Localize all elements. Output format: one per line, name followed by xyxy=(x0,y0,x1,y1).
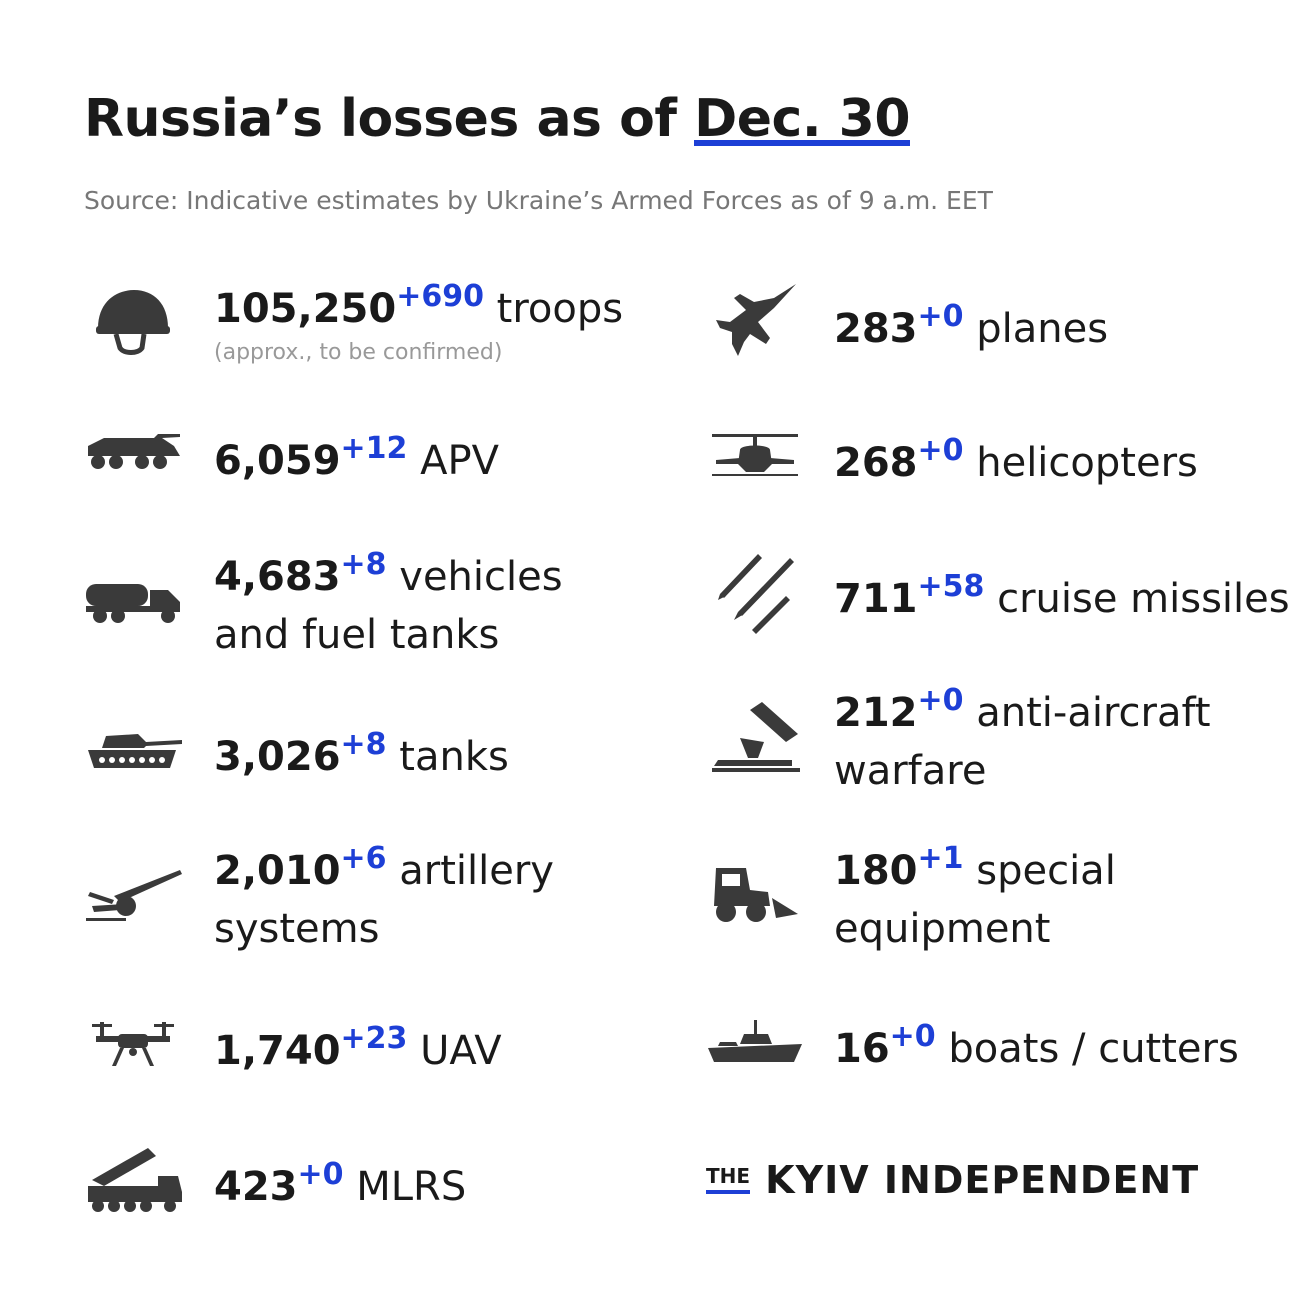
stat-delta: +23 xyxy=(340,1020,408,1056)
mlrs-icon xyxy=(84,1146,184,1216)
title-date: Dec. 30 xyxy=(694,89,911,149)
stat-delta: +0 xyxy=(917,298,964,334)
page-title: Russia’s losses as of Dec. 30 xyxy=(84,88,911,150)
stat-special-equipment-line2: equipment xyxy=(834,906,1051,952)
brand-the: THE xyxy=(706,1164,751,1194)
warship-icon xyxy=(706,1018,804,1066)
stat-troops: 105,250+690 troops xyxy=(214,280,623,338)
stat-delta: +12 xyxy=(340,430,408,466)
stat-delta: +58 xyxy=(917,568,985,604)
stat-apv: 6,059+12 APV xyxy=(214,432,499,490)
stat-helicopters: 268+0 helicopters xyxy=(834,434,1198,492)
stat-label: tanks xyxy=(399,734,509,780)
stat-value: 180 xyxy=(834,848,918,894)
stat-delta: +0 xyxy=(297,1156,344,1192)
jet-icon xyxy=(714,282,798,362)
stat-value: 711 xyxy=(834,576,918,622)
stat-label: artillery xyxy=(399,848,554,894)
stat-planes: 283+0 planes xyxy=(834,300,1108,358)
stat-artillery: 2,010+6 artillery xyxy=(214,842,554,900)
stat-value: 3,026 xyxy=(214,734,341,780)
stat-delta: +0 xyxy=(889,1018,936,1054)
stat-value: 423 xyxy=(214,1164,298,1210)
stat-label: cruise missiles xyxy=(997,576,1290,622)
stat-label: helicopters xyxy=(976,440,1198,486)
stat-tanks: 3,026+8 tanks xyxy=(214,728,509,786)
stat-vehicles-line2: and fuel tanks xyxy=(214,612,500,658)
tank-icon xyxy=(84,726,184,772)
fuel-truck-icon xyxy=(84,576,184,624)
stat-uav: 1,740+23 UAV xyxy=(214,1022,502,1080)
troops-note: (approx., to be confirmed) xyxy=(214,340,503,365)
stat-mlrs: 423+0 MLRS xyxy=(214,1158,466,1216)
stat-delta: +6 xyxy=(340,840,387,876)
stat-label: special xyxy=(976,848,1116,894)
stat-value: 16 xyxy=(834,1026,890,1072)
missiles-icon xyxy=(716,550,796,634)
brand-name: KYIV INDEPENDENT xyxy=(765,1158,1200,1202)
stat-vehicles: 4,683+8 vehicles xyxy=(214,548,563,606)
drone-icon xyxy=(90,1018,176,1070)
loader-icon xyxy=(710,866,800,924)
stat-special-equipment: 180+1 special xyxy=(834,842,1116,900)
anti-aircraft-icon xyxy=(710,702,800,774)
stat-label: planes xyxy=(976,306,1109,352)
stat-label: APV xyxy=(420,438,499,484)
stat-value: 212 xyxy=(834,690,918,736)
stat-value: 105,250 xyxy=(214,286,397,332)
stat-label: MLRS xyxy=(356,1164,467,1210)
title-text: Russia’s losses as of xyxy=(84,89,677,149)
stat-delta: +690 xyxy=(396,278,484,314)
stat-label: vehicles xyxy=(399,554,563,600)
stat-boats: 16+0 boats / cutters xyxy=(834,1020,1239,1078)
source-note: Source: Indicative estimates by Ukraine’… xyxy=(84,186,993,215)
stat-cruise-missiles: 711+58 cruise missiles xyxy=(834,570,1290,628)
stat-label: UAV xyxy=(420,1028,502,1074)
stat-delta: +0 xyxy=(917,682,964,718)
stat-delta: +8 xyxy=(340,726,387,762)
stat-value: 283 xyxy=(834,306,918,352)
stat-value: 2,010 xyxy=(214,848,341,894)
stat-delta: +8 xyxy=(340,546,387,582)
stat-value: 268 xyxy=(834,440,918,486)
stat-delta: +0 xyxy=(917,432,964,468)
stat-label: troops xyxy=(496,286,624,332)
stat-value: 4,683 xyxy=(214,554,341,600)
stat-anti-aircraft: 212+0 anti-aircraft xyxy=(834,684,1211,742)
stat-label: boats / cutters xyxy=(948,1026,1239,1072)
apv-icon xyxy=(84,432,184,472)
stat-delta: +1 xyxy=(917,840,964,876)
stat-anti-aircraft-line2: warfare xyxy=(834,748,987,794)
stat-label: anti-aircraft xyxy=(976,690,1211,736)
stat-value: 6,059 xyxy=(214,438,341,484)
helmet-icon xyxy=(94,288,172,356)
helicopter-icon xyxy=(710,430,800,482)
brand-logo: THE KYIV INDEPENDENT xyxy=(706,1158,1199,1202)
stat-value: 1,740 xyxy=(214,1028,341,1074)
stat-artillery-line2: systems xyxy=(214,906,380,952)
artillery-icon xyxy=(84,866,184,924)
